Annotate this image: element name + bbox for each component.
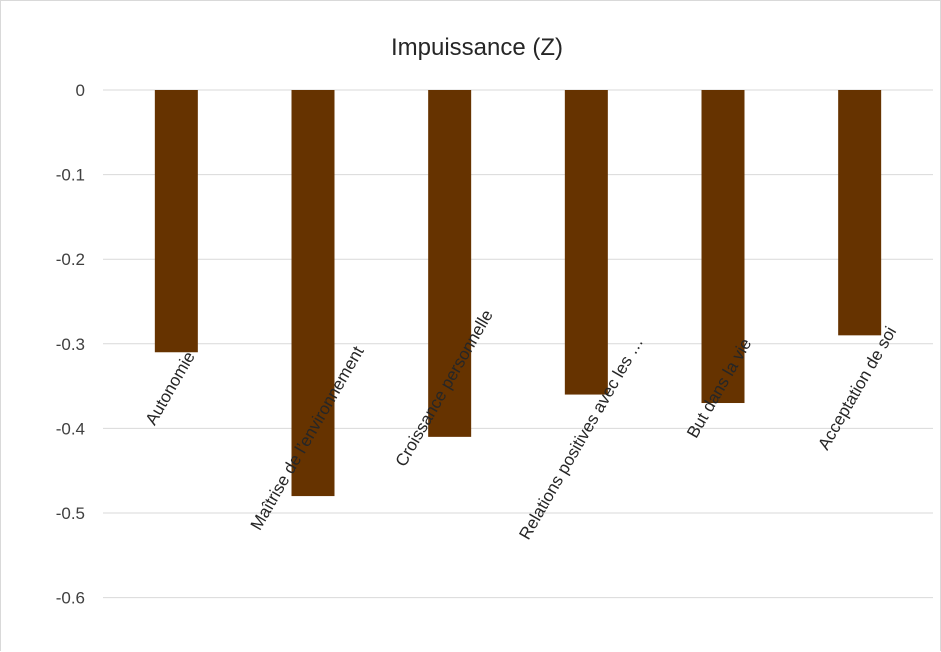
bar <box>701 90 745 404</box>
category-label: Autonomie <box>142 348 199 428</box>
y-tick-label: 0 <box>76 81 85 100</box>
y-tick-label: -0.2 <box>56 250 85 269</box>
bar <box>564 90 608 395</box>
y-tick-label: -0.5 <box>56 504 85 523</box>
chart-title: Impuissance (Z) <box>391 34 563 61</box>
bar <box>291 90 335 497</box>
y-tick-label: -0.4 <box>56 419 85 438</box>
category-label: Acceptation de soi <box>814 323 900 453</box>
bars <box>154 90 882 497</box>
bar <box>838 90 882 336</box>
bar <box>154 90 198 353</box>
y-tick-label: -0.3 <box>56 335 85 354</box>
y-axis-ticks: 0 -0.1 -0.2 -0.3 -0.4 -0.5 -0.6 <box>56 81 85 608</box>
bar <box>428 90 472 437</box>
gridlines <box>103 89 933 599</box>
category-labels: Autonomie Maîtrise de l’environnement Croi… <box>142 307 901 543</box>
y-tick-label: -0.1 <box>56 166 85 185</box>
y-tick-label: -0.6 <box>56 589 85 608</box>
